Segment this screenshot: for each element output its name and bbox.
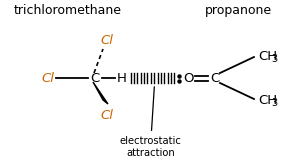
Text: 3: 3 (271, 54, 277, 64)
Text: trichloromethane: trichloromethane (14, 4, 122, 17)
Text: Cl: Cl (41, 72, 54, 84)
Text: 3: 3 (271, 98, 277, 108)
Text: Cl: Cl (100, 34, 113, 47)
Text: O: O (183, 72, 193, 84)
Text: CH: CH (258, 93, 277, 107)
Polygon shape (93, 82, 108, 104)
Text: Cl: Cl (100, 109, 113, 122)
Text: CH: CH (258, 49, 277, 63)
Text: electrostatic
attraction: electrostatic attraction (120, 87, 181, 158)
Text: propanone: propanone (205, 4, 272, 17)
Text: C: C (210, 72, 220, 84)
Text: C: C (90, 72, 99, 84)
Text: H: H (117, 72, 127, 84)
